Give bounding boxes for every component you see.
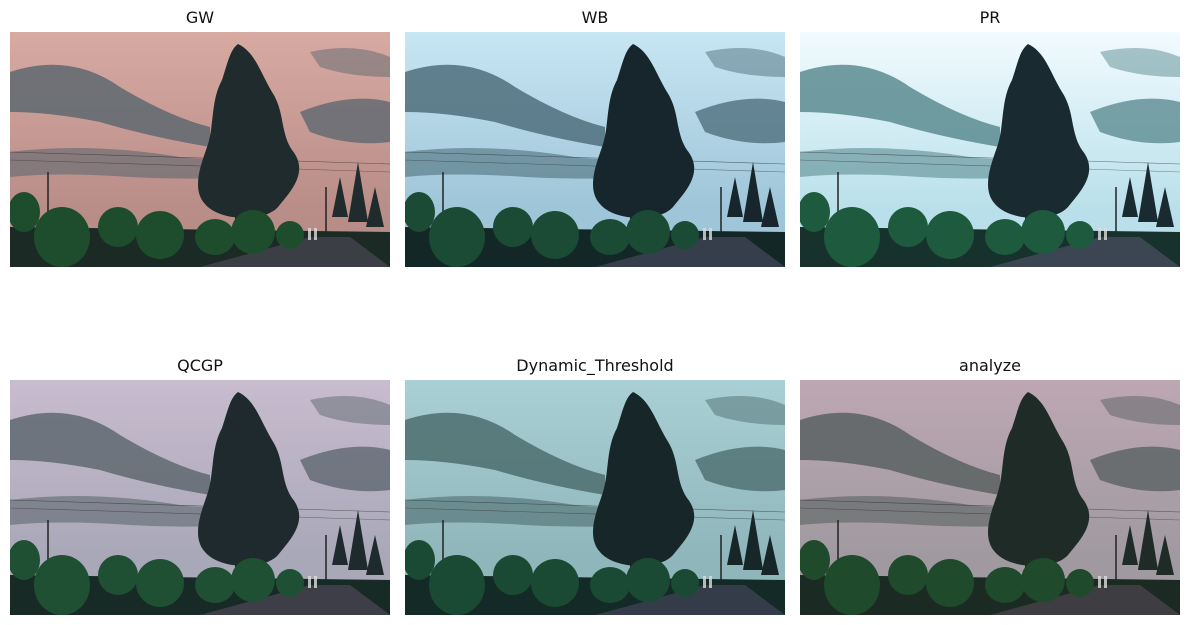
- panel-title: QCGP: [177, 356, 223, 375]
- image-dynamic-threshold: [405, 380, 785, 615]
- panel-title: Dynamic_Threshold: [516, 356, 674, 375]
- image-pr: [800, 32, 1180, 267]
- image-wb: [405, 32, 785, 267]
- panel-title: GW: [185, 8, 215, 27]
- image-gw: [10, 32, 390, 267]
- panel-title: WB: [581, 8, 609, 27]
- image-qcgp: [10, 380, 390, 615]
- panel-title: PR: [979, 8, 1001, 27]
- image-analyze: [800, 380, 1180, 615]
- panel-title: analyze: [959, 356, 1021, 375]
